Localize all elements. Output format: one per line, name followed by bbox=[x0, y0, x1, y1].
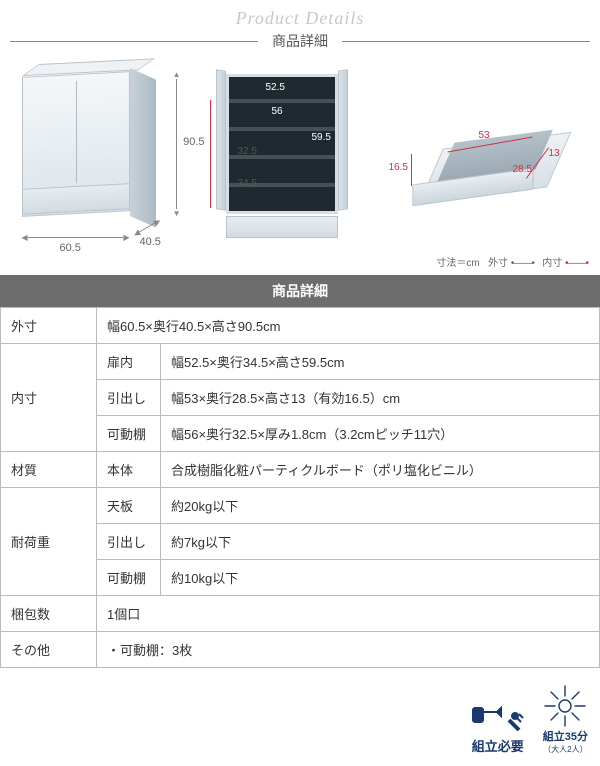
row-inner-door-value: 幅52.5×奥行34.5×高さ59.5cm bbox=[161, 344, 600, 380]
row-material-value: 合成樹脂化粧パーティクルボード（ポリ塩化ビニル） bbox=[161, 452, 600, 488]
row-load-top-value: 約20kg以下 bbox=[161, 488, 600, 524]
diagram-cabinet-closed: ▲ ▼ 90.5 ◀▶ 60.5 ◀▶ 40.5 bbox=[22, 70, 177, 250]
dimension-legend: 寸法＝cm 外寸 •――• 内寸 •――• bbox=[0, 252, 600, 275]
spec-table: 外寸 幅60.5×奥行40.5×高さ90.5cm 内寸 扉内 幅52.5×奥行3… bbox=[0, 307, 600, 668]
header-divider: 商品詳細 bbox=[0, 31, 600, 57]
row-inner-shelf-label: 可動棚 bbox=[97, 416, 161, 452]
time-sub: （大人2人） bbox=[543, 744, 587, 755]
row-inner-shelf-value: 幅56×奥行32.5×厚み1.8cm（3.2cmピッチ11穴） bbox=[161, 416, 600, 452]
footer-icons: 組立必要 組立35分 bbox=[0, 668, 600, 765]
dim-shelf-depth: 32.5 bbox=[238, 146, 257, 157]
row-load-shelf-value: 約10kg以下 bbox=[161, 560, 600, 596]
row-package-label: 梱包数 bbox=[1, 596, 97, 632]
dim-drawer-inner-depth: 34.5 bbox=[238, 178, 257, 189]
row-load-label: 耐荷重 bbox=[1, 488, 97, 596]
row-load-top-label: 天板 bbox=[97, 488, 161, 524]
header-script-title: Product Details bbox=[0, 0, 600, 31]
row-inner-label: 内寸 bbox=[1, 344, 97, 452]
row-outer-label: 外寸 bbox=[1, 308, 97, 344]
row-load-drawer-label: 引出し bbox=[97, 524, 161, 560]
diagram-row: ▲ ▼ 90.5 ◀▶ 60.5 ◀▶ 40.5 52.5 56 32.5 34… bbox=[0, 57, 600, 252]
dim-inner-width: 56 bbox=[272, 106, 283, 117]
row-inner-drawer-value: 幅53×奥行28.5×高さ13（有効16.5）cm bbox=[161, 380, 600, 416]
diagram-drawer: 16.5 53 13 28.5 bbox=[389, 110, 579, 240]
row-other-label: その他 bbox=[1, 632, 97, 668]
dim-drawer-height: 16.5 bbox=[389, 162, 408, 173]
row-other-value: ・可動棚：3枚 bbox=[97, 632, 600, 668]
dim-depth: 40.5 bbox=[140, 236, 161, 248]
row-load-shelf-label: 可動棚 bbox=[97, 560, 161, 596]
spec-table-title: 商品詳細 bbox=[0, 275, 600, 307]
row-load-drawer-value: 約7kg以下 bbox=[161, 524, 600, 560]
row-outer-value: 幅60.5×奥行40.5×高さ90.5cm bbox=[97, 308, 600, 344]
dim-drawer-width: 53 bbox=[479, 130, 490, 141]
assembly-required-icon: 組立必要 bbox=[471, 692, 525, 755]
row-material-sub: 本体 bbox=[97, 452, 161, 488]
assembly-time-icon: 組立35分 （大人2人） bbox=[543, 684, 588, 755]
dim-shelf-width: 52.5 bbox=[266, 82, 285, 93]
dim-height: 90.5 bbox=[183, 136, 204, 148]
dim-width: 60.5 bbox=[60, 242, 81, 254]
diagram-cabinet-open: 52.5 56 32.5 34.5 59.5 bbox=[208, 70, 358, 250]
dim-inner-height: 59.5 bbox=[312, 132, 331, 143]
row-material-label: 材質 bbox=[1, 452, 97, 488]
dim-drawer-depth-outer: 13 bbox=[549, 148, 560, 159]
header-subtitle: 商品詳細 bbox=[258, 31, 342, 51]
row-package-value: 1個口 bbox=[97, 596, 600, 632]
row-inner-door-label: 扉内 bbox=[97, 344, 161, 380]
assembly-label: 組立必要 bbox=[472, 736, 524, 755]
row-inner-drawer-label: 引出し bbox=[97, 380, 161, 416]
time-label: 組立35分 bbox=[543, 728, 588, 744]
